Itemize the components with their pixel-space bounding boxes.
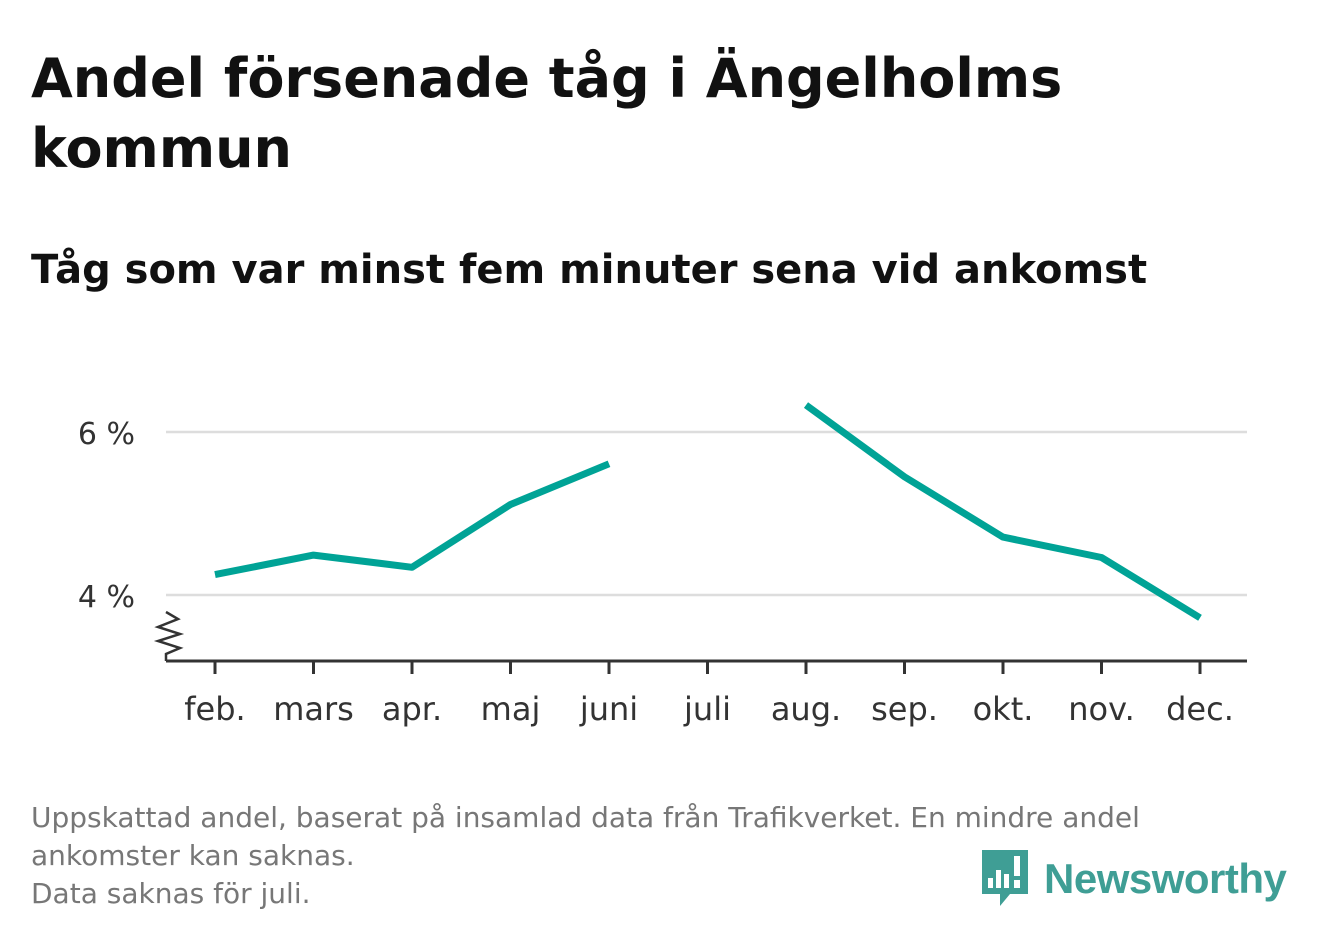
- x-tick-label: nov.: [1068, 690, 1134, 728]
- x-tick-label: dec.: [1166, 690, 1234, 728]
- footnote: Uppskattad andel, baserat på insamlad da…: [31, 799, 1291, 913]
- newsworthy-brand: Newsworthy: [980, 848, 1287, 910]
- series-line: [803, 402, 1202, 621]
- footnote-line: ankomster kan saknas.: [31, 839, 355, 872]
- x-tick-label: feb.: [184, 690, 245, 728]
- chart-title: Andel försenade tåg i Ängelholms kommun: [31, 47, 1063, 180]
- x-tick-label: aug.: [771, 690, 841, 728]
- y-tick-label: 4 %: [78, 580, 135, 615]
- x-tick-label: sep.: [871, 690, 938, 728]
- x-tick-label: juli: [683, 690, 731, 728]
- series-lines: [214, 402, 1202, 621]
- axis-break-icon: [153, 610, 185, 661]
- y-tick-label: 6 %: [78, 417, 135, 452]
- chart-subtitle: Tåg som var minst fem minuter sena vid a…: [31, 247, 1148, 293]
- newsworthy-logo-icon: [982, 850, 1028, 906]
- x-tick-label: maj: [481, 690, 541, 728]
- x-tick-label: mars: [273, 690, 354, 728]
- x-tick-label: juni: [579, 690, 638, 728]
- x-tick-label: okt.: [973, 690, 1034, 728]
- x-tick-label: apr.: [382, 690, 442, 728]
- gridlines: [166, 430, 1247, 597]
- footnote-line: Uppskattad andel, baserat på insamlad da…: [31, 801, 1140, 834]
- series-line: [214, 460, 611, 579]
- brand-name: Newsworthy: [1044, 855, 1287, 902]
- y-axis-ticks: 4 % 6 %: [78, 417, 135, 615]
- line-chart: 4 % 6 % feb. mars apr. maj juni juli aug. sep. ok…: [78, 402, 1247, 728]
- footnote-line: Data saknas för juli.: [31, 877, 311, 910]
- x-axis: [153, 610, 1247, 663]
- x-axis-ticks: feb. mars apr. maj juni juli aug. sep. okt. nov. d…: [184, 661, 1234, 728]
